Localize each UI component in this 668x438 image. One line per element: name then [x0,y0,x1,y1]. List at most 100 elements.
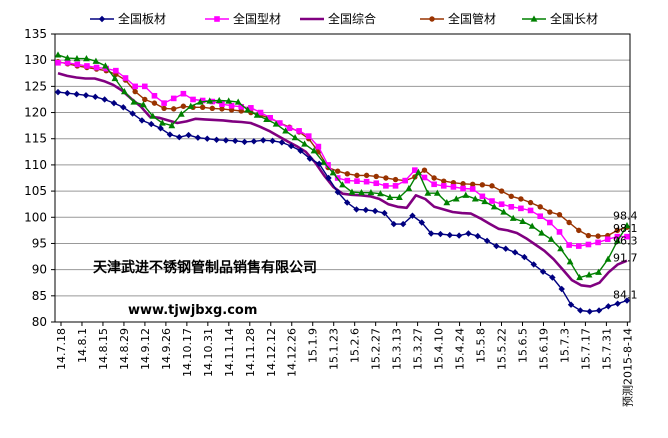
data-point-triangle [102,62,109,69]
data-point-circle [441,178,447,184]
data-point-square [64,60,71,66]
y-tick-label: 100 [24,210,47,224]
y-tick-label: 80 [32,315,47,329]
data-point-circle [576,227,582,234]
data-point-circle [392,176,399,183]
data-point-square [228,102,235,109]
data-point-diamond [287,142,295,150]
data-point-circle [354,172,360,179]
data-point-diamond [343,199,351,206]
data-point-triangle [168,122,176,129]
data-point-triangle [614,237,621,244]
data-point-diamond [371,207,379,215]
data-point-diamond [595,307,603,314]
data-point-diamond [567,301,575,308]
series-circle-3 [55,59,630,239]
data-point-diamond [474,232,481,240]
data-point-triangle [623,222,631,229]
data-point-square [180,90,187,97]
data-point-square [151,92,158,99]
data-point-square [604,236,611,243]
data-point-triangle [530,15,538,22]
data-point-triangle [414,168,422,175]
data-point-diamond [213,136,220,143]
data-point-diamond [409,212,416,219]
data-point-circle [585,232,592,239]
y-tick-label: 105 [24,184,47,198]
data-point-circle [537,204,543,210]
x-tick-label: 14.9.26 [160,328,173,370]
data-point-triangle [576,273,583,281]
data-point-square [460,185,466,192]
data-point-square [421,174,428,181]
watermark-url: www.tjwjbxg.com [128,303,257,318]
data-point-triangle [215,96,223,104]
end-label: 96.3 [613,235,638,248]
data-point-diamond [110,99,118,107]
data-point-square [479,193,486,200]
x-tick-label: 15.3.13 [391,328,404,370]
legend-label: 全国长材 [550,11,598,26]
data-point-diamond [390,220,398,228]
data-point-triangle [54,51,62,58]
data-point-circle [498,188,505,194]
end-labels: 91.7 98.196.3 98.4 84.1 [613,210,638,302]
data-point-circle [614,227,621,234]
data-point-triangle [386,193,394,200]
data-point-triangle [557,245,565,252]
data-point-square [170,95,177,102]
x-tick-label: 15.1.9 [307,328,320,363]
data-point-triangle [177,110,185,117]
data-point-square [537,213,544,220]
x-tick-label: 预测2015-8-14 [621,328,634,407]
end-label: 91.7 [613,252,638,265]
data-point-square [373,180,380,187]
data-point-triangle [130,98,138,105]
data-point-square [402,177,408,184]
series-triangle-4 [54,51,631,281]
data-point-diamond [315,160,323,168]
x-tick-label: 15.5.22 [496,328,509,370]
data-point-square [383,183,389,189]
data-point-square [199,97,206,104]
x-tick-label: 14.8.1 [76,328,89,363]
data-point-circle [142,96,148,103]
data-point-diamond [614,300,621,307]
x-axis: 14.7.18 14.8.1 14.8.15 14.8.29 14.9.12 14.9.2… [55,322,634,407]
data-point-triangle [509,214,517,221]
data-point-square [344,177,351,184]
data-point-square [624,233,630,240]
data-point-triangle [405,184,413,192]
data-point-diamond [260,137,267,144]
data-point-circle [161,105,167,112]
data-point-triangle [225,97,233,104]
data-point-circle [383,175,389,181]
data-point-diamond [381,209,388,217]
data-point-square [84,63,90,69]
x-tick-label: 14.9.12 [139,328,152,370]
data-point-triangle [244,106,252,113]
data-point-diamond [157,125,164,132]
data-point-square [132,83,138,90]
data-point-triangle [111,74,119,82]
data-point-square [527,207,534,214]
data-point-triangle [377,190,384,197]
x-tick-label: 15.6.5 [516,328,529,363]
series-layer [54,51,631,315]
end-label: 98.1 [613,222,638,235]
data-point-diamond [269,137,276,145]
legend-label: 全国板材 [118,11,166,26]
data-point-triangle [471,195,479,202]
x-tick-label: 14.8.29 [118,328,131,370]
legend: 全国板材 全国型材 全国综合 全国管材 全国长材 [90,11,598,26]
data-point-triangle [452,195,460,202]
data-point-triangle [329,169,337,176]
data-point-square [286,125,293,132]
data-point-triangle [538,229,546,236]
data-point-diamond [437,230,444,238]
data-point-circle [527,199,534,206]
data-point-square [566,242,572,248]
data-point-circle [228,107,235,113]
data-point-diamond [92,93,99,101]
